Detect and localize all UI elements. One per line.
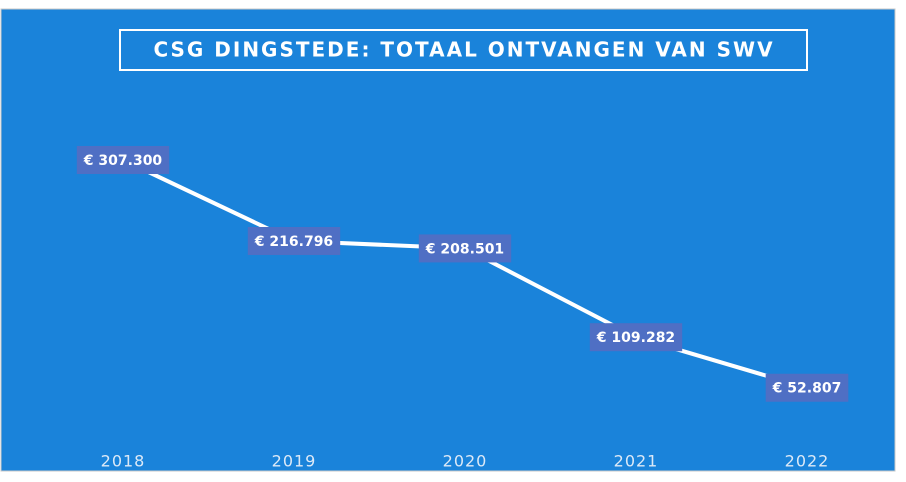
x-tick-label: 2018 — [101, 452, 146, 471]
data-label-box — [765, 373, 849, 402]
data-label: € 307.300 — [83, 153, 163, 169]
chart-title: CSG DINGSTEDE: TOTAAL ONTVANGEN VAN SWV — [153, 38, 774, 62]
x-tick-label: 2019 — [272, 452, 317, 471]
data-label: € 208.501 — [425, 241, 504, 257]
data-label-box — [76, 146, 170, 174]
x-tick-label: 2021 — [614, 452, 659, 471]
data-label-box — [418, 234, 512, 263]
data-label-box — [589, 323, 683, 352]
title-box — [119, 29, 808, 71]
x-tick-label: 2020 — [443, 452, 488, 471]
x-tick-label: 2022 — [785, 452, 830, 471]
data-label-box — [247, 226, 341, 255]
data-label: € 109.282 — [596, 330, 675, 346]
data-label: € 216.796 — [254, 234, 333, 250]
data-label: € 52.807 — [772, 381, 842, 397]
